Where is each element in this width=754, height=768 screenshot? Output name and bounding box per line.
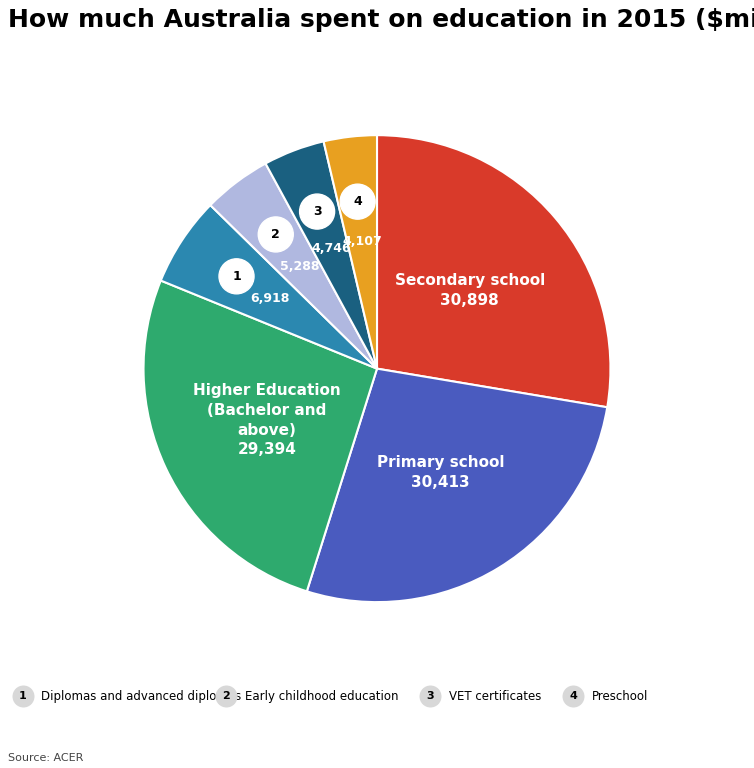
Text: 1: 1: [232, 270, 241, 283]
Text: Diplomas and advanced diplomas: Diplomas and advanced diplomas: [41, 690, 242, 703]
Text: Primary school
30,413: Primary school 30,413: [377, 455, 504, 489]
Text: Preschool: Preschool: [592, 690, 648, 703]
Text: 3: 3: [426, 691, 434, 701]
Text: 4: 4: [569, 691, 577, 701]
Text: Source: ACER: Source: ACER: [8, 753, 83, 763]
Text: 6,918: 6,918: [250, 292, 290, 305]
Wedge shape: [323, 135, 377, 369]
Wedge shape: [161, 205, 377, 369]
Wedge shape: [307, 369, 607, 602]
Circle shape: [219, 259, 254, 294]
Circle shape: [259, 217, 293, 252]
Text: 4,107: 4,107: [342, 234, 382, 247]
Text: Early childhood education: Early childhood education: [245, 690, 399, 703]
Circle shape: [299, 194, 335, 229]
Wedge shape: [265, 141, 377, 369]
Circle shape: [340, 184, 375, 219]
Text: VET certificates: VET certificates: [449, 690, 541, 703]
Wedge shape: [210, 164, 377, 369]
Point: [577, 58, 589, 71]
Wedge shape: [143, 280, 377, 591]
Text: 2: 2: [271, 228, 280, 241]
Text: 2: 2: [222, 691, 230, 701]
Text: 4: 4: [354, 195, 362, 208]
Text: 3: 3: [313, 205, 321, 218]
Text: Higher Education
(Bachelor and
above)
29,394: Higher Education (Bachelor and above) 29…: [193, 383, 341, 458]
Text: Secondary school
30,898: Secondary school 30,898: [394, 273, 545, 308]
Wedge shape: [377, 135, 611, 407]
Text: 5,288: 5,288: [280, 260, 320, 273]
Text: 1: 1: [19, 691, 26, 701]
Text: How much Australia spent on education in 2015 ($million): How much Australia spent on education in…: [8, 8, 754, 31]
Text: 4,746: 4,746: [311, 242, 351, 255]
